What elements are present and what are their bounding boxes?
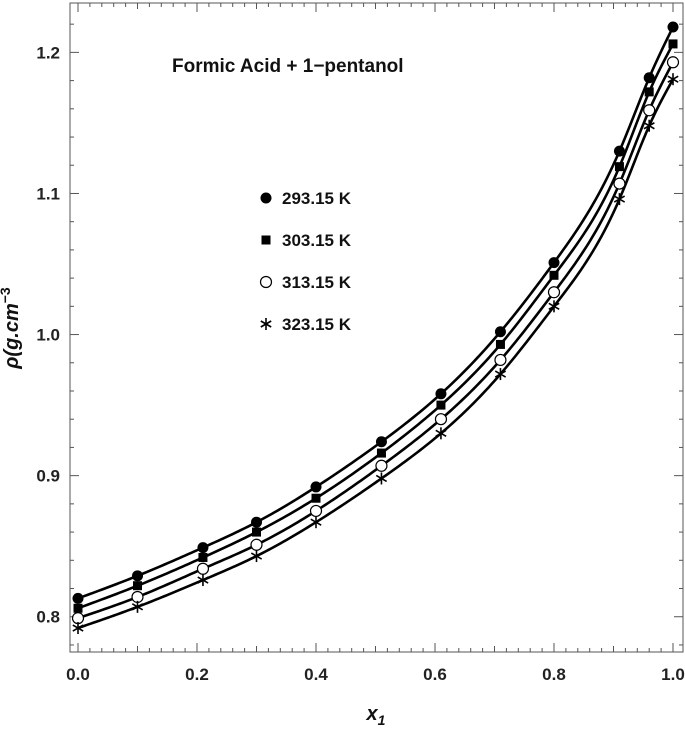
series-markers-3 (72, 73, 679, 635)
marker-asterisk (310, 516, 322, 529)
y-axis-label: ρ(g.cm−3 (0, 287, 23, 370)
marker-filled-square (495, 339, 505, 349)
fit-curve-1 (77, 43, 675, 610)
legend-item: 303.15 K (261, 231, 352, 250)
marker-filled-square (614, 162, 624, 172)
marker-filled-circle (548, 257, 560, 269)
marker-filled-circle (251, 516, 262, 528)
x-tick-label: 0.4 (304, 665, 328, 684)
series-markers-0 (72, 21, 679, 604)
marker-filled-square (311, 493, 321, 503)
marker-filled-square (73, 603, 83, 613)
y-tick-label: 1.2 (36, 43, 60, 62)
x-axis-label: x1 (366, 703, 386, 728)
legend-label: 303.15 K (282, 231, 352, 250)
x-tick-label: 0.6 (423, 665, 447, 684)
marker-filled-square (376, 448, 386, 458)
marker-open-circle (259, 275, 273, 289)
fit-curves (77, 26, 675, 630)
fit-curve-3 (77, 78, 675, 630)
marker-filled-square (261, 235, 271, 245)
marker-open-circle (643, 104, 656, 117)
marker-filled-square (252, 527, 261, 537)
marker-asterisk (667, 73, 679, 86)
marker-asterisk (260, 318, 272, 330)
marker-filled-circle (310, 481, 322, 493)
x-axis-label-text: x (366, 703, 379, 725)
marker-asterisk (613, 193, 626, 206)
marker-filled-circle (132, 570, 143, 582)
legend-label: 293.15 K (282, 189, 352, 208)
x-tick-label: 0.8 (542, 665, 566, 684)
legend-item: 323.15 K (260, 315, 352, 334)
legend: 293.15 K 303.15 K 313.15 K 323.15 K (259, 189, 352, 334)
marker-filled-circle (260, 192, 272, 204)
marker-asterisk (131, 600, 144, 613)
ticks-layer: 0.0 0.2 0.4 0.6 0.8 1.0 0.8 0.9 1.0 1.1 1.2 (36, 3, 685, 684)
y-tick-label: 0.8 (36, 608, 60, 627)
marker-open-circle (547, 286, 561, 299)
marker-asterisk (197, 574, 209, 587)
marker-open-circle (434, 413, 448, 426)
marker-asterisk (250, 550, 263, 563)
marker-open-circle (131, 590, 144, 604)
marker-filled-square (133, 581, 142, 591)
marker-asterisk (494, 368, 507, 381)
marker-filled-circle (494, 326, 506, 338)
marker-filled-square (436, 400, 446, 410)
marker-open-circle (494, 353, 507, 367)
y-tick-label: 0.9 (36, 467, 60, 486)
x-tick-label: 1.0 (661, 665, 685, 684)
y-axis-label-text: ρ(g.cm (1, 303, 23, 369)
marker-filled-square (668, 39, 678, 49)
marker-filled-circle (643, 72, 655, 84)
marker-filled-circle (72, 592, 84, 604)
legend-label: 313.15 K (282, 273, 352, 292)
marker-open-circle (375, 459, 388, 472)
marker-filled-circle (435, 388, 447, 400)
legend-item: 293.15 K (260, 189, 352, 208)
marker-filled-circle (375, 436, 387, 448)
y-tick-label: 1.1 (36, 184, 60, 203)
marker-open-circle (666, 56, 680, 69)
marker-filled-square (198, 552, 208, 562)
marker-open-circle (613, 177, 626, 190)
series-markers-2 (71, 56, 680, 625)
marker-asterisk (375, 472, 388, 485)
marker-filled-circle (613, 145, 625, 157)
marker-asterisk (72, 622, 84, 635)
marker-asterisk (643, 119, 655, 132)
marker-open-circle (309, 504, 323, 518)
marker-filled-circle (667, 21, 679, 33)
series-markers-1 (73, 39, 678, 613)
marker-open-circle (71, 612, 85, 625)
fit-curve-0 (77, 26, 675, 600)
fit-curve-2 (77, 61, 675, 620)
x-axis-label-subscript: 1 (378, 712, 386, 728)
data-markers (71, 21, 680, 635)
y-axis-label-superscript: −3 (0, 287, 13, 303)
marker-open-circle (196, 562, 210, 575)
marker-filled-circle (197, 542, 209, 554)
marker-asterisk (435, 427, 447, 440)
legend-label: 323.15 K (282, 315, 352, 334)
y-tick-label: 1.0 (36, 326, 60, 345)
marker-filled-square (644, 87, 654, 97)
marker-filled-square (549, 270, 559, 280)
legend-item: 313.15 K (259, 273, 352, 292)
chart-title: Formic Acid + 1−pentanol (172, 56, 404, 77)
x-tick-label: 0.2 (185, 665, 209, 684)
marker-asterisk (548, 300, 560, 313)
marker-open-circle (250, 538, 263, 551)
x-tick-label: 0.0 (66, 665, 90, 684)
plot-frame (69, 2, 684, 653)
